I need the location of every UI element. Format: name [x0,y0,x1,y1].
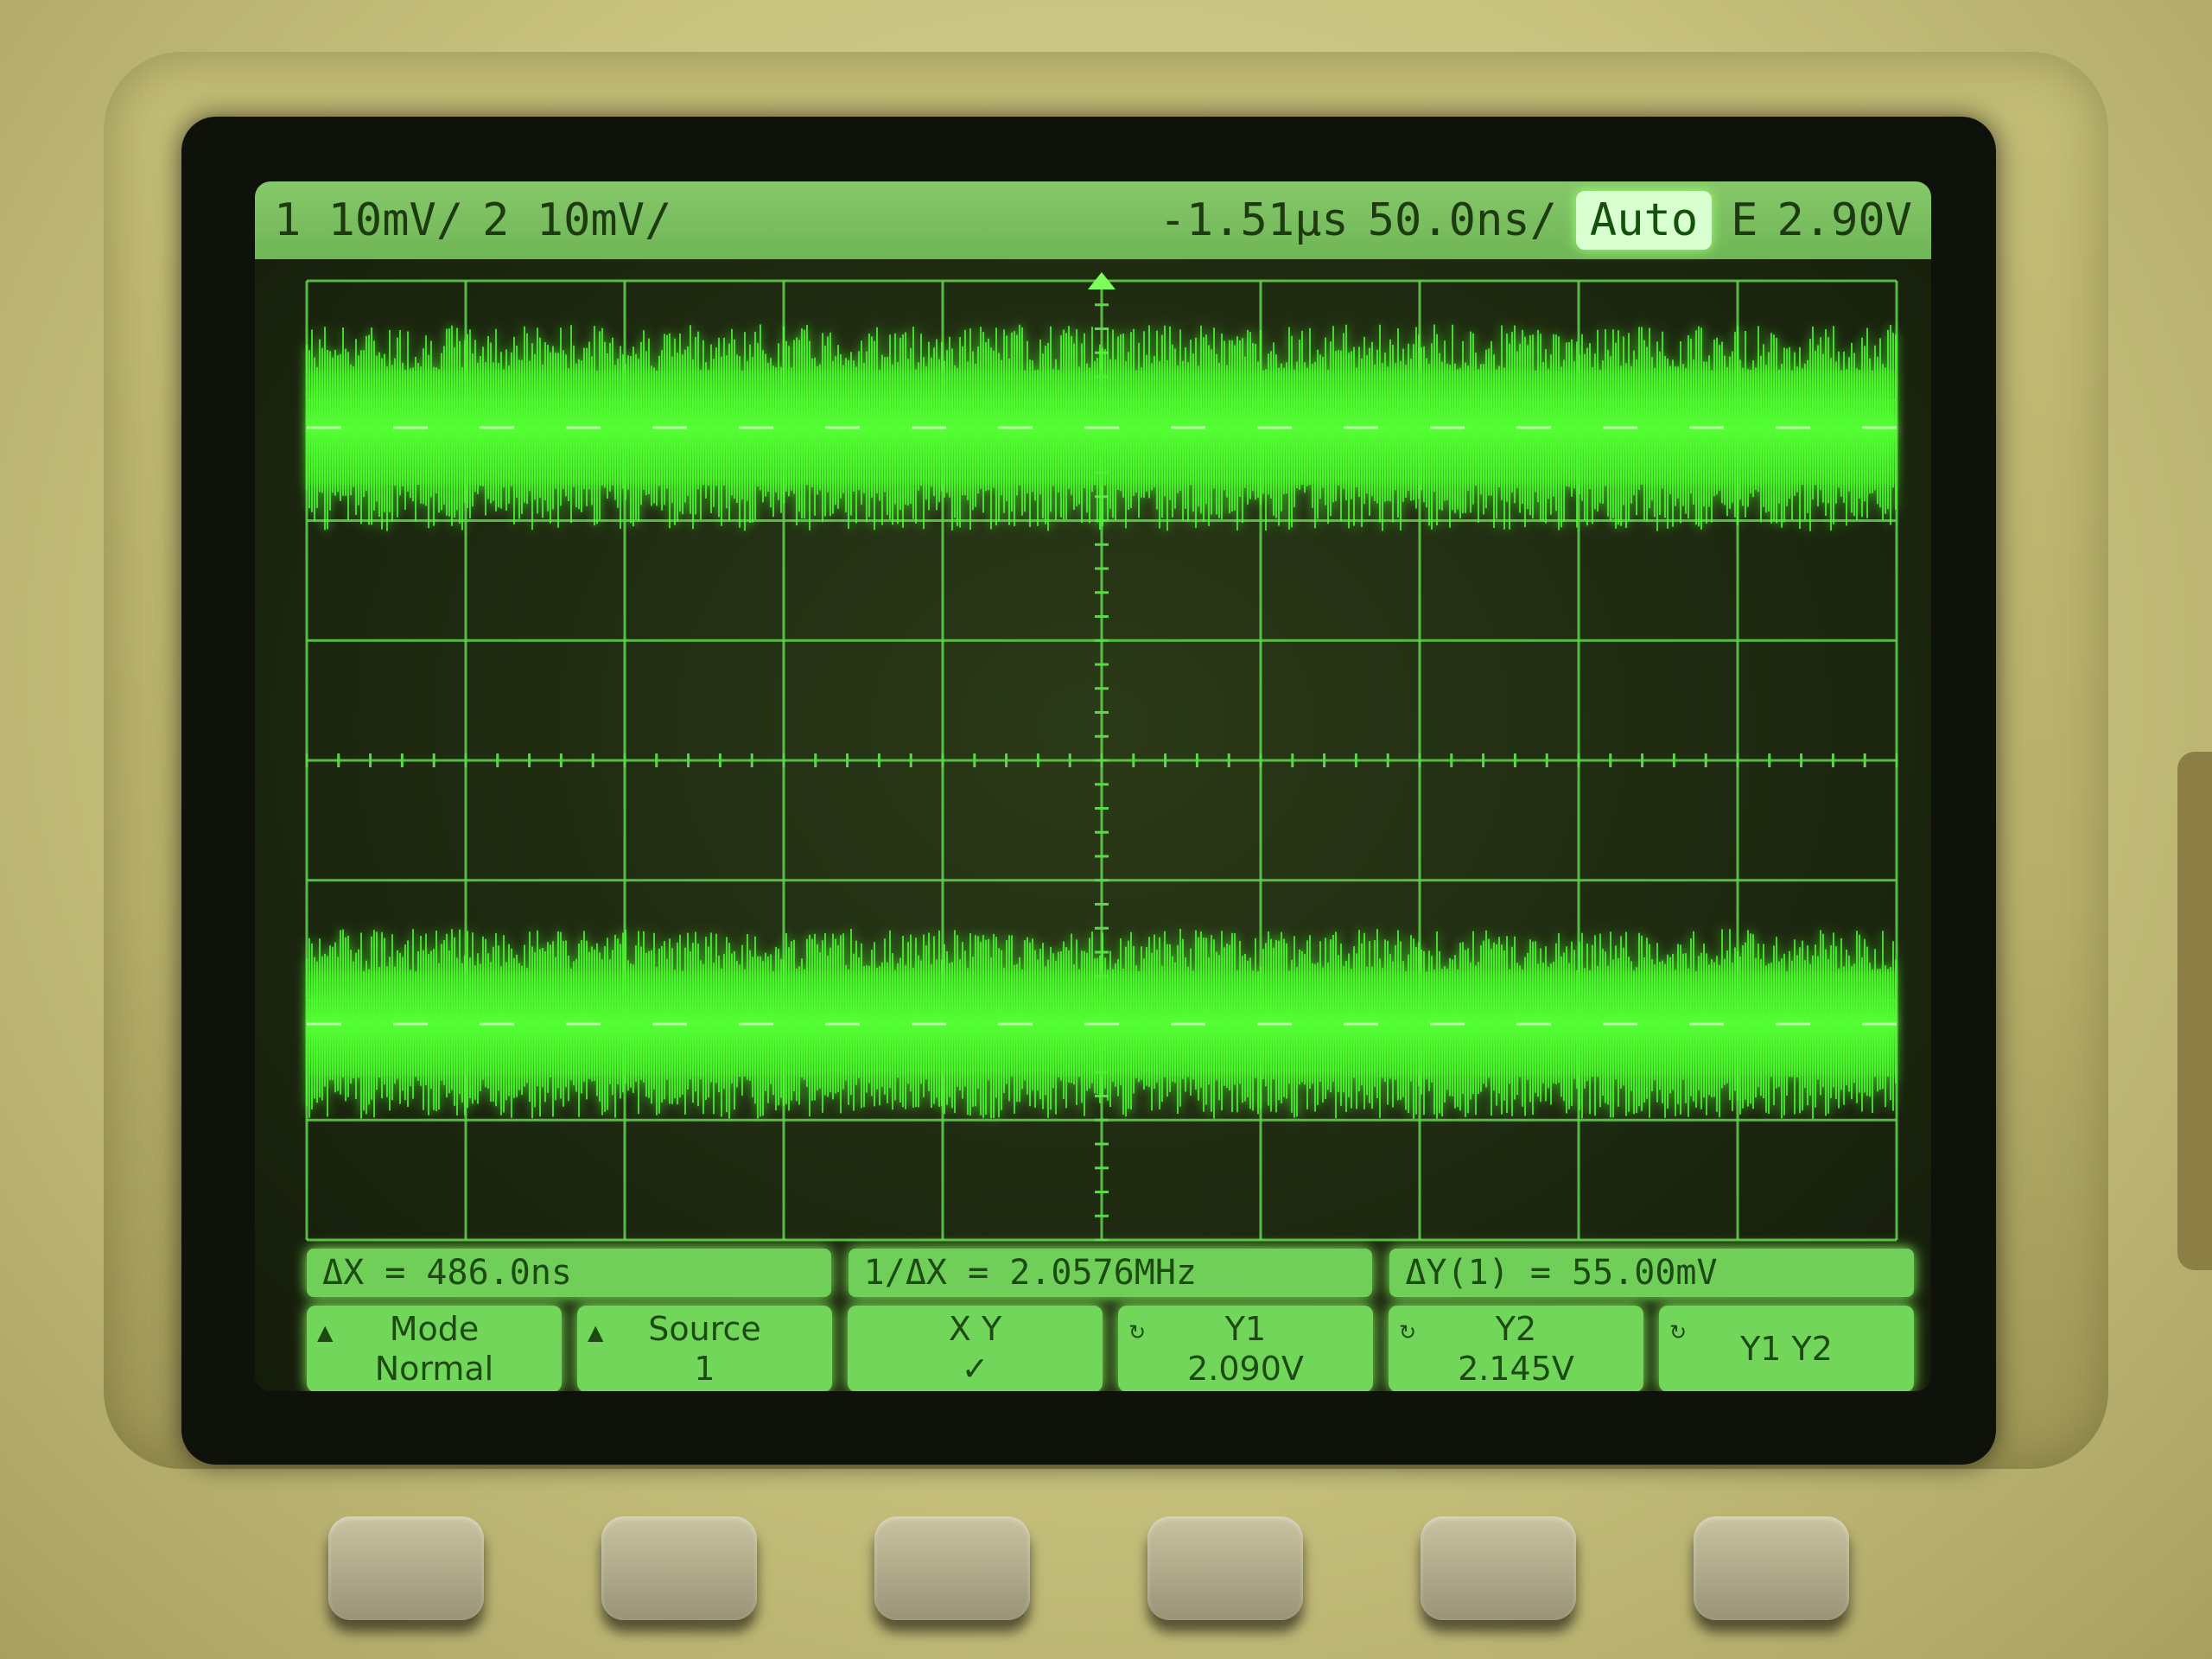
channel-2-scale: 2 10mV/ [482,194,672,246]
softkey-x-y[interactable]: X Y ✓ [848,1306,1103,1391]
hardware-button-3[interactable] [874,1516,1030,1620]
waveform-graticule [289,264,1914,1257]
hardware-button-2[interactable] [601,1516,757,1620]
hardware-button-5[interactable] [1421,1516,1576,1620]
softkey-mode[interactable]: ▲ Mode Normal [307,1306,562,1391]
softkey-y1-y2[interactable]: ↻ Y1 Y2 [1659,1306,1914,1391]
trigger-edge: E [1731,194,1758,246]
timebase-readout: 50.0ns/ [1367,194,1557,246]
trigger-marker-icon [1088,272,1116,289]
oscilloscope-screen: 1 10mV/ 2 10mV/ -1.51µs 50.0ns/ Auto E 2… [255,181,1931,1391]
inverse-delta-x-readout: 1/ΔX = 2.0576MHz [848,1249,1373,1297]
trigger-level: 2.90V [1777,194,1912,246]
softkey-y2[interactable]: ↻ Y2 2.145V [1389,1306,1643,1391]
delta-y-readout: ΔY(1) = 55.00mV [1389,1249,1915,1297]
knob-icon: ↻ [1669,1320,1688,1344]
status-bar: 1 10mV/ 2 10mV/ -1.51µs 50.0ns/ Auto E 2… [255,181,1931,259]
knob-icon: ↻ [1128,1320,1147,1344]
up-arrow-icon: ▲ [588,1320,604,1344]
delay-readout: -1.51µs [1159,194,1349,246]
hardware-button-6[interactable] [1694,1516,1849,1620]
up-arrow-icon: ▲ [317,1320,334,1344]
trigger-mode-badge: Auto [1575,191,1713,250]
knob-icon: ↻ [1399,1320,1417,1344]
softkey-area: ΔX = 486.0ns 1/ΔX = 2.0576MHz ΔY(1) = 55… [307,1249,1915,1391]
waveform-display [305,272,1898,1242]
trace-noise-spikes [306,324,1897,531]
softkey-y1[interactable]: ↻ Y1 2.090V [1118,1306,1373,1391]
softkey-source[interactable]: ▲ Source 1 [577,1306,832,1391]
delta-x-readout: ΔX = 486.0ns [307,1249,831,1297]
channel-2-trace [306,929,1897,1119]
channel-1-trace [306,324,1897,531]
hardware-softkey-buttons [328,1516,1849,1629]
hardware-button-1[interactable] [328,1516,484,1620]
channel-1-scale: 1 10mV/ [274,194,464,246]
side-panel-slot [2177,752,2212,1270]
hardware-button-4[interactable] [1147,1516,1303,1620]
